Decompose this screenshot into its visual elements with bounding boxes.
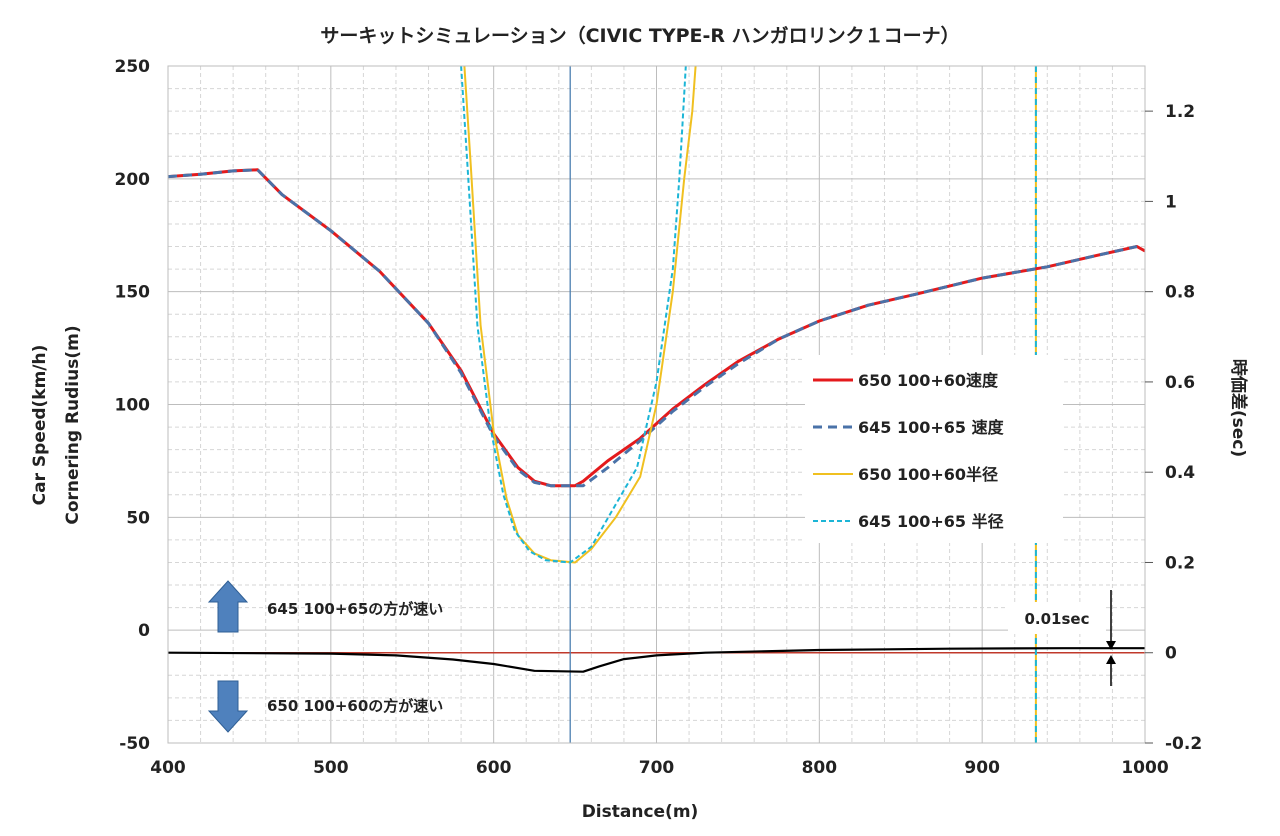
scale-arrowhead-top-icon <box>1106 641 1116 650</box>
faster-645-arrow-icon <box>207 580 249 633</box>
legend-background <box>805 355 1063 543</box>
y2-tick-label: 0.8 <box>1165 283 1195 303</box>
y-axis-label-radius: Cornering Rudius(m) <box>63 325 83 524</box>
y-tick-label: 0 <box>138 621 150 641</box>
y-tick-label: 200 <box>115 170 151 190</box>
legend-label-radius-645: 645 100+65 半径 <box>858 512 1004 531</box>
faster-650-arrow-icon <box>207 680 249 733</box>
y2-tick-label: 0.4 <box>1165 463 1195 483</box>
plot-frame <box>167 65 1153 744</box>
y2-tick-label: -0.2 <box>1165 734 1202 754</box>
legend-label-speed-650: 650 100+60速度 <box>858 371 999 390</box>
series-line-radius-650 <box>463 66 697 564</box>
y-tick-labels: -50 0 50 100 150 200 250 <box>115 57 151 754</box>
scale-arrowhead-bottom-icon <box>1106 655 1116 664</box>
y-axis-label-speed: Car Speed(km/h) <box>30 345 50 506</box>
chart-title: サーキットシミュレーション（CIVIC TYPE-R ハンガロリンク１コーナ） <box>320 24 959 47</box>
x-tick-label: 500 <box>313 758 349 778</box>
y2-tick-label: 0.6 <box>1165 373 1195 393</box>
series-lines <box>168 66 1145 673</box>
scale-label-text: 0.01sec <box>1024 610 1089 628</box>
x-axis-label: Distance(m) <box>582 802 699 822</box>
y-tick-label: 250 <box>115 57 151 77</box>
x-tick-label: 800 <box>802 758 838 778</box>
faster-650-text: 650 100+60の方が速い <box>267 697 443 715</box>
y2-tick-labels: -0.2 0 0.2 0.4 0.6 0.8 1 1.2 <box>1165 102 1202 754</box>
x-tick-labels: 400 500 600 700 800 900 1000 <box>150 758 1169 778</box>
x-tick-label: 600 <box>476 758 512 778</box>
x-tick-label: 900 <box>964 758 1000 778</box>
legend-label-speed-645: 645 100+65 速度 <box>858 418 1005 437</box>
plot-border <box>167 65 1146 744</box>
x-tick-label: 400 <box>150 758 186 778</box>
series-line-speed-645 <box>168 168 1138 488</box>
annotations: 645 100+65の方が速い 650 100+60の方が速い 0.01sec <box>207 580 1116 733</box>
y-tick-label: 150 <box>115 283 151 303</box>
y2-tick-label: 0 <box>1165 644 1177 664</box>
y2-tick-label: 1 <box>1165 192 1177 212</box>
y-tick-label: 100 <box>115 396 151 416</box>
legend: 650 100+60速度 645 100+65 速度 650 100+60半径 … <box>805 355 1063 543</box>
y-tick-label: 50 <box>126 508 150 528</box>
legend-label-radius-650: 650 100+60半径 <box>858 465 998 484</box>
y2-tick-label: 1.2 <box>1165 102 1195 122</box>
y2-axis-label: 時価差(sec) <box>1228 359 1249 457</box>
x-tick-label: 1000 <box>1121 758 1168 778</box>
faster-645-text: 645 100+65の方が速い <box>267 600 443 618</box>
y-tick-label: -50 <box>119 734 150 754</box>
series-line-radius-645 <box>460 66 687 564</box>
y2-tick-label: 0.2 <box>1165 553 1195 573</box>
series-line-time-diff <box>168 647 1145 673</box>
scale-label-background <box>1008 602 1106 634</box>
x-tick-label: 700 <box>639 758 675 778</box>
